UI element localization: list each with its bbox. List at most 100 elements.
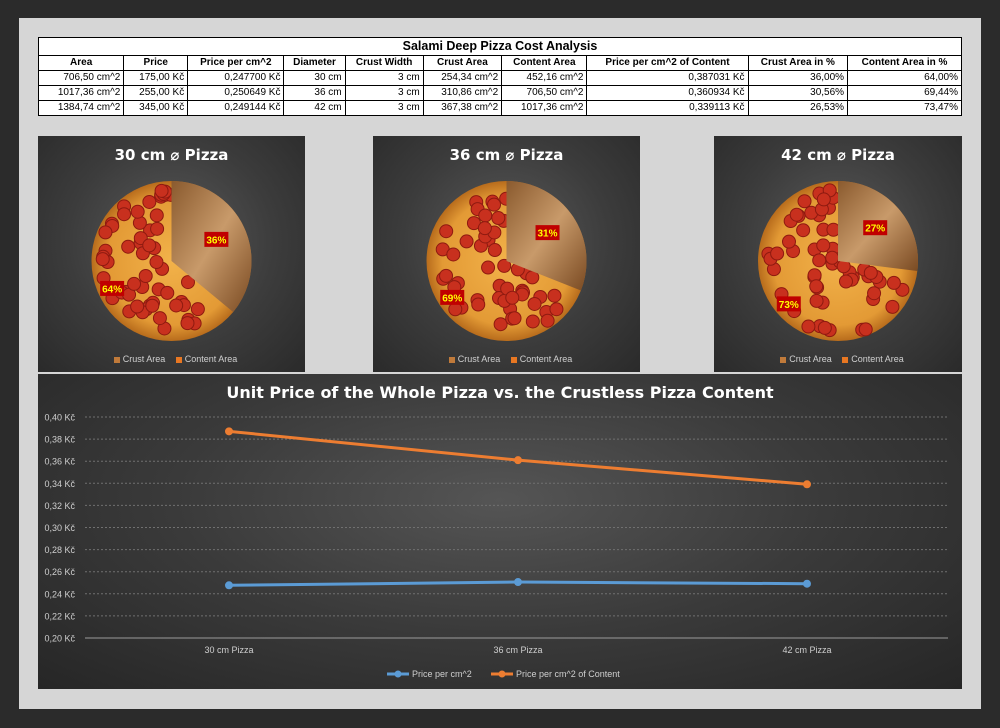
table-cell: 706,50 cm^2	[37, 70, 125, 86]
legend-label-content: Content Area	[519, 354, 573, 364]
pepperoni-decoration	[180, 275, 195, 290]
table-cell: 36,00%	[747, 70, 849, 86]
pepperoni-decoration	[138, 268, 153, 283]
legend-swatch-crust	[113, 356, 120, 363]
pepperoni-decoration	[801, 319, 816, 334]
table-cell: 0,339113 Kč	[586, 100, 749, 116]
table-cell: 0,250649 Kč	[187, 85, 285, 101]
pie-label-content: 73%	[776, 296, 801, 312]
y-tick-label: 0,32 Kč	[44, 501, 75, 511]
pie-label-crust-text: 27%	[865, 224, 885, 235]
pepperoni-decoration	[826, 222, 841, 237]
pie-label-crust: 31%	[535, 225, 560, 241]
table-cell: 254,34 cm^2	[422, 70, 503, 86]
data-point	[803, 480, 811, 489]
legend-swatch-crust	[780, 356, 787, 363]
pepperoni-decoration	[770, 246, 785, 261]
y-tick-label: 0,34 Kč	[44, 479, 75, 489]
y-tick-label: 0,30 Kč	[44, 523, 75, 533]
pie-label-content: 69%	[440, 289, 465, 305]
pie-label-crust: 36%	[204, 231, 229, 247]
pepperoni-decoration	[471, 297, 486, 312]
pie-title: 30 cm ⌀ Pizza	[114, 146, 229, 164]
pepperoni-decoration	[130, 204, 145, 219]
pie-title: 42 cm ⌀ Pizza	[781, 146, 895, 164]
pie-legend: Crust Area Content Area	[38, 354, 305, 364]
table-cell: 30 cm	[283, 70, 346, 86]
pepperoni-decoration	[121, 239, 136, 254]
pie-label-content: 64%	[100, 280, 125, 296]
pepperoni-decoration	[154, 183, 169, 198]
line-chart-card: Unit Price of the Whole Pizza vs. the Cr…	[38, 374, 962, 689]
pepperoni-decoration	[816, 238, 831, 253]
y-tick-label: 0,26 Kč	[44, 567, 75, 577]
pie-label-content-text: 73%	[779, 300, 799, 311]
line-legend-item: Price per cm^2	[387, 669, 472, 679]
pepperoni-decoration	[816, 192, 831, 207]
pie-title: 36 cm ⌀ Pizza	[449, 146, 564, 164]
table-cell: 175,00 Kč	[123, 70, 189, 86]
legend-label-crust: Crust Area	[789, 354, 832, 364]
pepperoni-decoration	[797, 194, 812, 209]
pepperoni-decoration	[817, 320, 832, 335]
pepperoni-decoration	[549, 302, 564, 317]
table-cell: 3 cm	[344, 85, 424, 101]
table-cell: 0,387031 Kč	[586, 70, 749, 86]
pepperoni-decoration	[547, 288, 562, 303]
pepperoni-decoration	[525, 314, 540, 329]
pepperoni-decoration	[825, 250, 840, 265]
pepperoni-decoration	[145, 298, 160, 313]
cost-analysis-table: Salami Deep Pizza Cost Analysis Area Pric…	[37, 37, 962, 116]
pepperoni-decoration	[160, 285, 175, 300]
data-point	[225, 427, 233, 436]
legend-swatch-crust	[448, 356, 455, 363]
line-legend-label: Price per cm^2	[412, 669, 472, 679]
legend-label-crust: Crust Area	[457, 354, 501, 364]
pie-label-crust: 27%	[863, 220, 888, 236]
table-header-cell: Price	[123, 55, 189, 71]
table-cell: 64,00%	[847, 70, 962, 86]
pepperoni-decoration	[459, 234, 474, 249]
legend-label-crust: Crust Area	[122, 354, 166, 364]
pepperoni-decoration	[439, 268, 454, 283]
table-cell: 706,50 cm^2	[501, 85, 588, 101]
table-row: 1017,36 cm^2 255,00 Kč 0,250649 Kč 36 cm 3 c…	[37, 85, 962, 101]
table-body: 706,50 cm^2 175,00 Kč 0,247700 Kč 30 cm 3 cm…	[37, 70, 962, 116]
pepperoni-decoration	[507, 311, 522, 326]
pepperoni-decoration	[885, 299, 900, 314]
pepperoni-decoration	[169, 298, 184, 313]
legend-swatch-content	[510, 356, 517, 363]
table-cell: 0,247700 Kč	[187, 70, 285, 86]
line-legend-item: Price per cm^2 of Content	[491, 669, 620, 679]
pie-label-crust-text: 36%	[206, 235, 226, 246]
table-cell: 30,56%	[747, 85, 849, 101]
pepperoni-decoration	[180, 316, 195, 331]
pie-svg-30cm: 36% 64%	[91, 181, 252, 341]
pepperoni-decoration	[809, 293, 824, 308]
y-tick-label: 0,36 Kč	[44, 457, 75, 467]
y-tick-label: 0,38 Kč	[44, 435, 75, 445]
table-cell: 0,249144 Kč	[187, 100, 285, 116]
legend-swatch-content	[175, 356, 182, 363]
table-header-cell: Content Area in %	[847, 55, 962, 71]
x-tick-label: 42 cm Pizza	[782, 645, 831, 655]
line-chart-svg: Unit Price of the Whole Pizza vs. the Cr…	[44, 383, 948, 679]
table-header-cell: Diameter	[283, 55, 346, 71]
table-cell: 26,53%	[747, 100, 849, 116]
pepperoni-decoration	[858, 322, 873, 337]
x-tick-label: 36 cm Pizza	[493, 645, 542, 655]
pepperoni-decoration	[497, 258, 512, 273]
table-header-cell: Content Area	[501, 55, 588, 71]
pepperoni-decoration	[527, 296, 542, 311]
pepperoni-decoration	[190, 302, 205, 317]
table-header-cell: Crust Width	[344, 55, 424, 71]
pie-svg-36cm: 31% 69%	[426, 181, 587, 341]
pepperoni-decoration	[809, 279, 824, 294]
y-tick-label: 0,40 Kč	[44, 413, 75, 423]
table-cell: 3 cm	[344, 70, 424, 86]
pie-chart-36cm: 31% 69% 36 cm ⌀ Pizza Crust Area Content …	[373, 136, 640, 372]
table-cell: 255,00 Kč	[123, 85, 189, 101]
pepperoni-decoration	[493, 317, 508, 332]
pepperoni-decoration	[487, 243, 502, 258]
pepperoni-decoration	[478, 208, 493, 223]
